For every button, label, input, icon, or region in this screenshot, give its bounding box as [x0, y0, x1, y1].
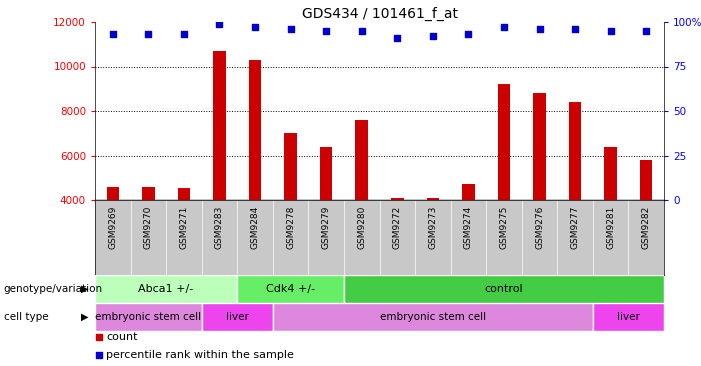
Text: GSM9284: GSM9284: [250, 206, 259, 249]
Point: [107, 31, 118, 37]
Text: GSM9269: GSM9269: [108, 206, 117, 249]
Point: [605, 28, 616, 34]
Text: embryonic stem cell: embryonic stem cell: [380, 312, 486, 322]
Text: count: count: [107, 332, 138, 342]
Bar: [462, 184, 475, 200]
Bar: [604, 147, 617, 200]
Text: Abca1 +/-: Abca1 +/-: [139, 284, 193, 294]
Text: GSM9281: GSM9281: [606, 206, 615, 249]
Text: GSM9276: GSM9276: [535, 206, 544, 249]
Bar: [213, 51, 226, 200]
Text: GSM9282: GSM9282: [641, 206, 651, 249]
Point: [498, 25, 510, 30]
Bar: [237, 275, 344, 303]
Bar: [142, 187, 154, 200]
Point: [427, 33, 438, 39]
Text: ▶: ▶: [81, 284, 88, 294]
Bar: [95, 275, 237, 303]
Bar: [273, 303, 593, 331]
Text: GSM9280: GSM9280: [358, 206, 366, 249]
Text: liver: liver: [226, 312, 249, 322]
Title: GDS434 / 101461_f_at: GDS434 / 101461_f_at: [301, 7, 458, 21]
Bar: [427, 198, 439, 200]
Point: [356, 28, 367, 34]
Bar: [569, 102, 581, 200]
Point: [143, 31, 154, 37]
Point: [178, 31, 189, 37]
Point: [392, 35, 403, 41]
Text: liver: liver: [617, 312, 640, 322]
Point: [463, 31, 474, 37]
Bar: [593, 303, 664, 331]
Point: [320, 28, 332, 34]
Bar: [202, 303, 273, 331]
Text: GSM9273: GSM9273: [428, 206, 437, 249]
Text: embryonic stem cell: embryonic stem cell: [95, 312, 201, 322]
Text: GSM9272: GSM9272: [393, 206, 402, 249]
Point: [569, 26, 580, 32]
Bar: [107, 187, 119, 200]
Text: GSM9283: GSM9283: [215, 206, 224, 249]
Point: [94, 334, 105, 340]
Text: GSM9279: GSM9279: [322, 206, 331, 249]
Text: GSM9270: GSM9270: [144, 206, 153, 249]
Bar: [533, 93, 546, 200]
Point: [534, 26, 545, 32]
Text: ▶: ▶: [81, 312, 88, 322]
Point: [214, 21, 225, 27]
Text: genotype/variation: genotype/variation: [4, 284, 102, 294]
Point: [285, 26, 297, 32]
Bar: [177, 188, 190, 200]
Point: [94, 352, 105, 358]
Bar: [285, 133, 297, 200]
Bar: [249, 60, 261, 200]
Bar: [320, 147, 332, 200]
Text: GSM9275: GSM9275: [500, 206, 508, 249]
Text: GSM9271: GSM9271: [179, 206, 189, 249]
Point: [250, 25, 261, 30]
Text: GSM9278: GSM9278: [286, 206, 295, 249]
Text: Cdk4 +/-: Cdk4 +/-: [266, 284, 315, 294]
Text: control: control: [484, 284, 523, 294]
Text: cell type: cell type: [4, 312, 48, 322]
Bar: [498, 84, 510, 200]
Bar: [355, 120, 368, 200]
Text: percentile rank within the sample: percentile rank within the sample: [107, 350, 294, 360]
Bar: [391, 198, 404, 200]
Bar: [640, 160, 653, 200]
Bar: [95, 303, 202, 331]
Bar: [344, 275, 664, 303]
Text: GSM9277: GSM9277: [571, 206, 580, 249]
Text: GSM9274: GSM9274: [464, 206, 473, 249]
Point: [641, 28, 652, 34]
